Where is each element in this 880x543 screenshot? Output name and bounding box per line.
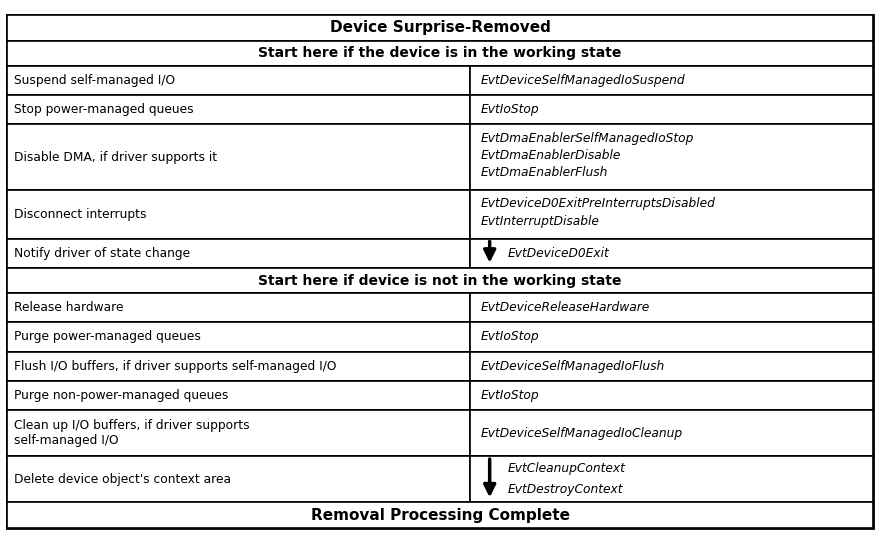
FancyBboxPatch shape [7,410,873,456]
FancyBboxPatch shape [7,293,873,323]
Text: Disable DMA, if driver supports it: Disable DMA, if driver supports it [14,150,217,163]
FancyBboxPatch shape [470,410,873,456]
Text: Disconnect interrupts: Disconnect interrupts [14,208,147,221]
Text: EvtDmaEnablerDisable: EvtDmaEnablerDisable [480,149,621,162]
FancyBboxPatch shape [7,41,873,66]
Text: Suspend self-managed I/O: Suspend self-managed I/O [14,74,175,87]
Text: Clean up I/O buffers, if driver supports
self-managed I/O: Clean up I/O buffers, if driver supports… [14,419,250,447]
FancyBboxPatch shape [470,456,873,502]
FancyBboxPatch shape [7,124,873,190]
FancyBboxPatch shape [7,268,873,293]
Text: Removal Processing Complete: Removal Processing Complete [311,508,569,523]
FancyBboxPatch shape [7,351,873,381]
Text: Start here if the device is in the working state: Start here if the device is in the worki… [259,46,621,60]
Text: Flush I/O buffers, if driver supports self-managed I/O: Flush I/O buffers, if driver supports se… [14,359,336,372]
Text: Delete device object's context area: Delete device object's context area [14,473,231,486]
Text: Purge non-power-managed queues: Purge non-power-managed queues [14,389,229,402]
Text: Notify driver of state change: Notify driver of state change [14,247,190,260]
FancyBboxPatch shape [470,381,873,410]
Text: EvtIoStop: EvtIoStop [480,331,539,344]
Text: EvtDeviceSelfManagedIoFlush: EvtDeviceSelfManagedIoFlush [480,359,665,372]
Text: Start here if device is not in the working state: Start here if device is not in the worki… [258,274,622,287]
FancyBboxPatch shape [7,381,873,410]
FancyBboxPatch shape [470,238,873,268]
Text: EvtDmaEnablerFlush: EvtDmaEnablerFlush [480,166,608,179]
FancyBboxPatch shape [7,502,873,528]
FancyBboxPatch shape [7,15,873,528]
Text: EvtDeviceReleaseHardware: EvtDeviceReleaseHardware [480,301,650,314]
Text: EvtDmaEnablerSelfManagedIoStop: EvtDmaEnablerSelfManagedIoStop [480,131,694,144]
Text: EvtDestroyContext: EvtDestroyContext [507,483,623,496]
FancyBboxPatch shape [7,351,470,381]
Text: EvtDeviceD0ExitPreInterruptsDisabled: EvtDeviceD0ExitPreInterruptsDisabled [480,197,715,210]
FancyBboxPatch shape [7,323,873,351]
Text: Device Surprise-Removed: Device Surprise-Removed [330,20,550,35]
FancyBboxPatch shape [7,95,873,124]
FancyBboxPatch shape [7,66,470,95]
FancyBboxPatch shape [7,238,873,268]
FancyBboxPatch shape [470,66,873,95]
Text: Purge power-managed queues: Purge power-managed queues [14,331,201,344]
FancyBboxPatch shape [7,238,470,268]
FancyBboxPatch shape [7,66,873,95]
FancyBboxPatch shape [7,381,470,410]
FancyBboxPatch shape [7,124,470,190]
FancyBboxPatch shape [7,410,470,456]
Text: EvtDeviceD0Exit: EvtDeviceD0Exit [507,247,609,260]
FancyBboxPatch shape [7,293,470,323]
Text: Release hardware: Release hardware [14,301,123,314]
Text: Stop power-managed queues: Stop power-managed queues [14,103,194,116]
FancyBboxPatch shape [470,351,873,381]
FancyBboxPatch shape [7,95,470,124]
FancyBboxPatch shape [470,323,873,351]
FancyBboxPatch shape [7,15,873,41]
Text: EvtCleanupContext: EvtCleanupContext [507,462,625,475]
Text: EvtIoStop: EvtIoStop [480,103,539,116]
FancyBboxPatch shape [7,190,873,238]
FancyBboxPatch shape [7,190,470,238]
Text: EvtDeviceSelfManagedIoSuspend: EvtDeviceSelfManagedIoSuspend [480,74,686,87]
FancyBboxPatch shape [7,456,873,502]
Text: EvtIoStop: EvtIoStop [480,389,539,402]
FancyBboxPatch shape [7,323,470,351]
FancyBboxPatch shape [470,95,873,124]
Text: EvtInterruptDisable: EvtInterruptDisable [480,214,600,228]
Text: EvtDeviceSelfManagedIoCleanup: EvtDeviceSelfManagedIoCleanup [480,427,683,440]
FancyBboxPatch shape [470,190,873,238]
FancyBboxPatch shape [470,124,873,190]
FancyBboxPatch shape [7,456,470,502]
FancyBboxPatch shape [470,293,873,323]
